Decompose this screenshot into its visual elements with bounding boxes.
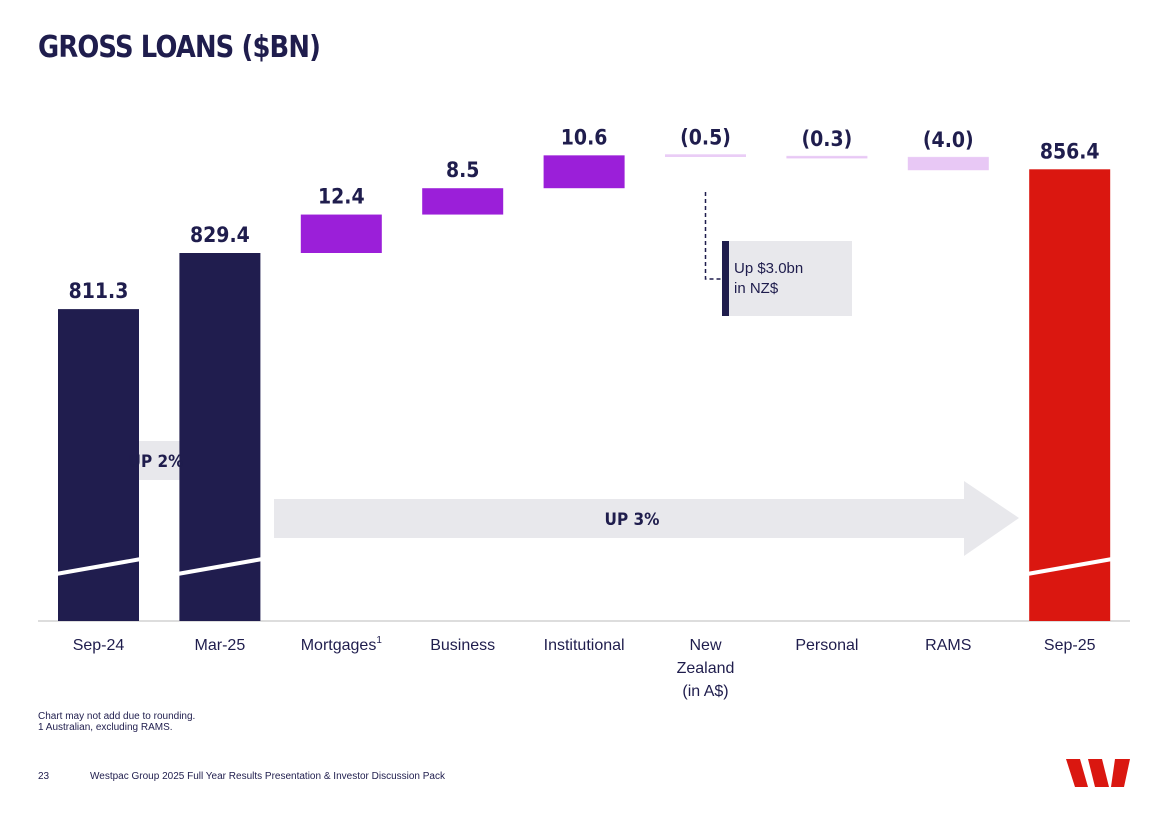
- up-2-percent-label: UP 2%: [129, 452, 184, 472]
- category-label-sep-25: Sep-25: [1044, 637, 1096, 654]
- value-label-mar-25: 829.4: [190, 223, 250, 247]
- bar-mar-25: [179, 253, 261, 621]
- value-label-personal: (0.3): [802, 127, 853, 151]
- bar-sep-24: [58, 309, 139, 621]
- axis-break-mar-25: [177, 557, 263, 576]
- page-number: 23: [38, 771, 50, 782]
- category-label-sep-24: Sep-24: [73, 637, 125, 654]
- category-label-rams: RAMS: [925, 637, 971, 654]
- footnotes: Chart may not add due to rounding. 1 Aus…: [38, 711, 195, 733]
- value-label-business: 8.5: [446, 158, 479, 182]
- axis-break-sep-25: [1026, 557, 1113, 576]
- category-label-new-zealand-in-a-line-3: (in A$): [682, 683, 728, 700]
- footer-text: Westpac Group 2025 Full Year Results Pre…: [90, 771, 445, 782]
- category-label-new-zealand-in-a-line-2: Zealand: [677, 660, 735, 677]
- value-label-rams: (4.0): [923, 128, 974, 152]
- nz-callout-text-line-1: Up $3.0bn: [734, 260, 803, 277]
- bar-sep-25: [1029, 169, 1111, 622]
- westpac-logo-icon: [1066, 759, 1130, 787]
- up-3-percent-label: UP 3%: [605, 510, 660, 530]
- category-label-personal: Personal: [795, 637, 858, 654]
- value-label-sep-25: 856.4: [1040, 139, 1100, 163]
- category-label-mar-25: Mar-25: [195, 637, 246, 654]
- category-label-mortgages: Mortgages1: [301, 635, 383, 654]
- nz-callout-text-line-2: in NZ$: [734, 280, 779, 297]
- nz-callout-box: [722, 241, 852, 316]
- bar-mortgages: [300, 214, 382, 253]
- value-label-new-zealand-in-a: (0.5): [680, 125, 731, 149]
- page-title: GROSS LOANS ($BN): [38, 30, 321, 65]
- value-label-mortgages: 12.4: [318, 185, 365, 209]
- footer: 23 Westpac Group 2025 Full Year Results P…: [38, 771, 445, 782]
- bar-institutional: [543, 155, 625, 189]
- axis-break-sep-24: [55, 557, 142, 576]
- nz-callout-accent: [722, 241, 729, 316]
- bar-business: [422, 188, 504, 215]
- value-label-sep-24: 811.3: [69, 279, 129, 303]
- nz-callout-connector: [704, 192, 723, 280]
- footnote-mortgages: 1 Australian, excluding RAMS.: [38, 722, 173, 733]
- bar-rams: [907, 157, 989, 171]
- superscript-mortgages: 1: [376, 635, 382, 646]
- category-label-business: Business: [430, 637, 495, 654]
- footnote-rounding: Chart may not add due to rounding.: [38, 711, 196, 722]
- category-label-new-zealand-in-a-line-1: New: [689, 637, 721, 654]
- category-label-institutional: Institutional: [544, 637, 625, 654]
- bar-new-zealand-in-a: [665, 155, 746, 157]
- gross-loans-waterfall-chart: 811.3 Sep-24 829.4 Mar-25 12.4 Mortgages1 8.5 B…: [38, 125, 1130, 700]
- up-3-percent-arrow: [274, 481, 1019, 556]
- bar-personal: [786, 156, 868, 159]
- value-label-institutional: 10.6: [561, 125, 608, 149]
